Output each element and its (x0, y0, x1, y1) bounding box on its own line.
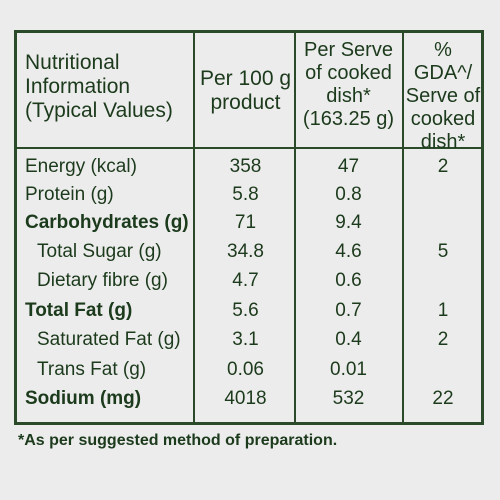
value-per-serve: 0.7 (335, 300, 362, 321)
table-row: Carbohydrates (g) 71 9.4 (17, 209, 481, 237)
value-per-serve: 9.4 (335, 212, 362, 233)
column-divider (193, 33, 195, 422)
header-gda: % GDA^/ Serve of cooked dish* (405, 39, 481, 153)
header-divider (17, 147, 481, 149)
value-per-serve: 0.01 (330, 359, 367, 380)
nutrient-name: Carbohydrates (g) (25, 212, 189, 233)
value-per-100g: 0.06 (227, 359, 264, 380)
nutrient-name: Dietary fibre (g) (37, 270, 168, 291)
value-per-100g: 34.8 (227, 241, 264, 262)
value-per-serve: 532 (332, 388, 365, 409)
value-per-100g: 5.8 (232, 184, 259, 205)
value-per-serve: 0.4 (335, 329, 362, 350)
table-row: Protein (g) 5.8 0.8 (17, 181, 481, 209)
table-row: Saturated Fat (g) 3.1 0.4 2 (17, 326, 481, 354)
table-row: Dietary fibre (g) 4.7 0.6 (17, 267, 481, 295)
value-per-serve: 47 (337, 156, 360, 177)
nutrient-name: Total Sugar (g) (37, 241, 162, 262)
value-per-100g: 5.6 (232, 300, 259, 321)
value-per-100g: 3.1 (232, 329, 259, 350)
nutrient-name: Protein (g) (25, 184, 114, 205)
value-gda: 2 (437, 156, 449, 177)
value-per-100g: 358 (229, 156, 262, 177)
table-row: Energy (kcal) 358 47 2 (17, 153, 481, 181)
header-per-100g: Per 100 g product (199, 67, 292, 114)
nutrient-name: Total Fat (g) (25, 300, 133, 321)
column-divider (294, 33, 296, 422)
nutrient-name: Trans Fat (g) (37, 359, 147, 380)
value-per-100g: 4018 (224, 388, 267, 409)
value-gda: 2 (437, 329, 449, 350)
nutrient-name: Energy (kcal) (25, 156, 137, 177)
value-per-100g: 4.7 (232, 270, 259, 291)
table-row: Total Sugar (g) 34.8 4.6 5 (17, 238, 481, 266)
value-per-serve: 4.6 (335, 241, 362, 262)
table-row: Sodium (mg) 4018 532 22 (17, 385, 481, 413)
footnote: *As per suggested method of preparation. (18, 432, 338, 449)
table-row: Total Fat (g) 5.6 0.7 1 (17, 297, 481, 325)
table-row: Trans Fat (g) 0.06 0.01 (17, 356, 481, 384)
header-nutritional-information: Nutritional Information (Typical Values) (25, 51, 173, 122)
value-per-serve: 0.8 (335, 184, 362, 205)
nutrition-table: Nutritional Information (Typical Values)… (14, 30, 484, 425)
value-gda: 5 (437, 241, 449, 262)
value-gda: 22 (432, 388, 454, 409)
value-per-serve: 0.6 (335, 270, 362, 291)
column-divider (402, 33, 404, 422)
value-per-100g: 71 (234, 212, 257, 233)
value-gda: 1 (437, 300, 449, 321)
nutrient-name: Saturated Fat (g) (37, 329, 181, 350)
nutrient-name: Sodium (mg) (25, 388, 142, 409)
header-per-serve: Per Serve of cooked dish* (163.25 g) (302, 39, 395, 130)
